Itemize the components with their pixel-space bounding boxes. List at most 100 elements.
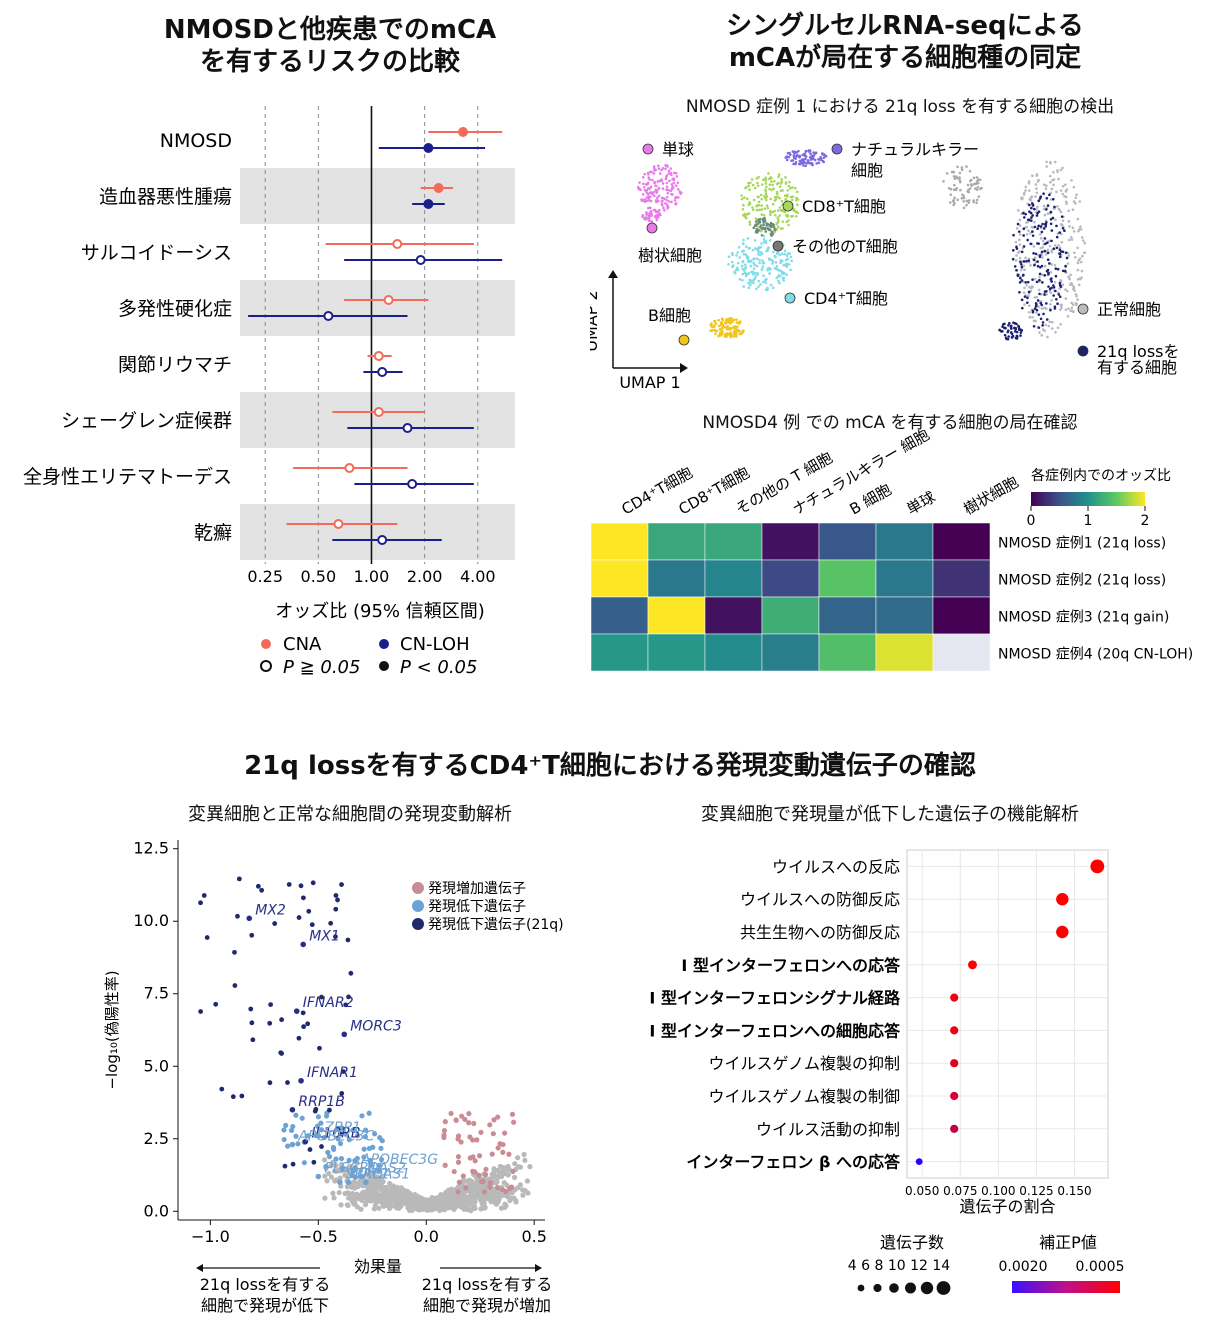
umap-cell: [767, 172, 770, 175]
umap-cell: [1033, 307, 1037, 310]
umap-cell: [1061, 226, 1065, 230]
cluster-mono: [636, 164, 683, 213]
volcano-point-up: [463, 1185, 469, 1191]
umap-cell: [752, 208, 755, 212]
umap-cell-label: 正常細胞: [1097, 300, 1161, 319]
volcano-point-down: [283, 1122, 289, 1128]
umap-cell: [1017, 230, 1021, 233]
umap-cell: [1035, 214, 1039, 217]
umap-cell: [788, 180, 791, 184]
umap-cell: [647, 219, 651, 222]
umap-cell: [1035, 208, 1039, 211]
umap-cell: [776, 195, 779, 199]
umap-cell: [737, 245, 741, 249]
umap-cell: [1055, 297, 1058, 301]
umap-cell: [645, 191, 649, 194]
umap-cell: [752, 258, 755, 261]
volcano-point-up: [453, 1117, 459, 1123]
umap-cell: [650, 170, 653, 174]
umap-cell: [1059, 210, 1063, 214]
umap-cell: [949, 193, 953, 196]
umap-cell: [645, 199, 649, 203]
volcano-point-down: [350, 1127, 356, 1133]
umap-cell-label: ナチュラルキラー: [851, 140, 979, 159]
forest-point: [377, 367, 388, 377]
umap-cell: [1036, 260, 1039, 263]
umap-legend-dot: [1077, 303, 1089, 315]
umap-cell: [1032, 207, 1036, 211]
umap-cell: [794, 160, 798, 164]
forest-title-line1: NMOSDと他疾患でのmCA: [163, 15, 497, 45]
umap-cell: [1029, 242, 1033, 246]
heatmap-cell: [590, 522, 649, 561]
umap-cell: [1067, 209, 1070, 213]
umap-cell: [1061, 219, 1065, 222]
volcano-left-arrowhead: [196, 1264, 203, 1272]
umap-cell: [751, 270, 755, 274]
size-legend-values: 4 6 8 10 12 14: [848, 1258, 951, 1274]
volcano-point-down21q: [198, 900, 203, 906]
volcano-point-up: [474, 1137, 480, 1143]
umap-cell: [1054, 274, 1058, 278]
umap-cell: [956, 198, 960, 202]
umap-cell: [744, 274, 748, 278]
umap-cell: [1080, 236, 1084, 239]
umap-cell: [740, 197, 744, 201]
umap-cell: [960, 166, 964, 169]
umap-cell: [721, 318, 725, 322]
umap-cell: [744, 266, 748, 270]
umap-cell: [1059, 189, 1063, 192]
forest-xlabel: オッズ比 (95% 信頼区間): [275, 601, 485, 622]
volcano-point-ns: [376, 1205, 382, 1211]
volcano-point-up: [455, 1133, 462, 1139]
umap-cell: [667, 169, 671, 173]
umap-cell: [756, 184, 760, 188]
umap-cell: [748, 278, 751, 282]
umap-cell: [1065, 256, 1069, 260]
umap-cell: [766, 286, 769, 290]
umap-cell: [1031, 285, 1034, 289]
legend-pns-label: P ≧ 0.05: [283, 657, 360, 678]
umap-cell: [731, 253, 734, 257]
cluster-dc: [641, 209, 662, 223]
umap-cell: [771, 202, 775, 206]
dot-point: [968, 960, 977, 970]
umap-title-line1: シングルセルRNA-seqによる: [726, 11, 1084, 41]
volcano-point-ns: [498, 1174, 505, 1180]
colorbar-tick-label: 1: [1084, 513, 1093, 529]
umap-cell: [717, 318, 721, 322]
umap-cell: [795, 153, 799, 157]
umap-cell: [1031, 174, 1034, 178]
volcano-point-down21q: [296, 1035, 302, 1041]
umap-cell: [720, 326, 724, 330]
umap-cell: [769, 180, 773, 183]
umap-cell: [1015, 254, 1018, 257]
umap-cell: [1022, 264, 1026, 268]
umap-cell: [757, 249, 760, 252]
umap-cell: [790, 159, 793, 162]
umap-cell: [1029, 211, 1033, 215]
umap-cell: [655, 218, 659, 222]
umap-cell: [1029, 219, 1033, 222]
volcano-point-up: [442, 1119, 448, 1125]
volcano-point-down21q: [317, 1045, 322, 1051]
umap-cell: [761, 227, 764, 231]
umap-cell: [749, 260, 753, 263]
umap-cell: [748, 188, 751, 192]
umap-cell: [1026, 296, 1029, 300]
umap-cell: [1033, 225, 1037, 229]
umap-cell: [1050, 229, 1054, 232]
volcano-legend-marker: [412, 900, 424, 912]
umap-cell: [1013, 330, 1017, 333]
umap-cell: [735, 321, 739, 324]
umap-cell: [760, 208, 763, 211]
umap-cell: [1059, 304, 1063, 307]
umap-cell: [759, 283, 762, 286]
color-legend-max: 0.0005: [1076, 1259, 1125, 1275]
panel-volcano: 変異細胞と正常な細胞間の発現変動解析 −1.0 −0.5 0.0 0.5 0.0 2.5 5…: [0, 790, 620, 1332]
umap-cell: [764, 190, 767, 193]
umap-cell: [797, 155, 801, 159]
umap-cell: [770, 188, 773, 192]
umap-cell: [1036, 211, 1039, 215]
volcano-point-down21q: [249, 1020, 255, 1026]
